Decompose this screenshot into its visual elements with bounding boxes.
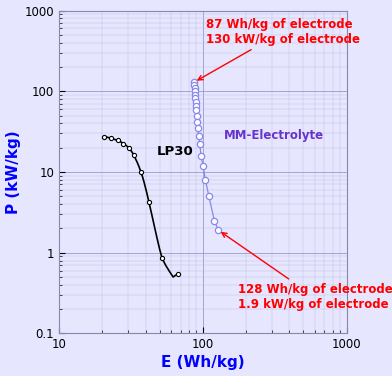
- Y-axis label: P (kW/kg): P (kW/kg): [5, 130, 20, 214]
- Text: LP30: LP30: [157, 145, 194, 158]
- X-axis label: E (Wh/kg): E (Wh/kg): [161, 355, 245, 370]
- Text: 87 Wh/kg of electrode
130 kW/kg of electrode: 87 Wh/kg of electrode 130 kW/kg of elect…: [198, 18, 360, 80]
- Text: MM-Electrolyte: MM-Electrolyte: [224, 129, 324, 143]
- Text: 128 Wh/kg of electrode
1.9 kW/kg of electrode: 128 Wh/kg of electrode 1.9 kW/kg of elec…: [222, 233, 392, 311]
